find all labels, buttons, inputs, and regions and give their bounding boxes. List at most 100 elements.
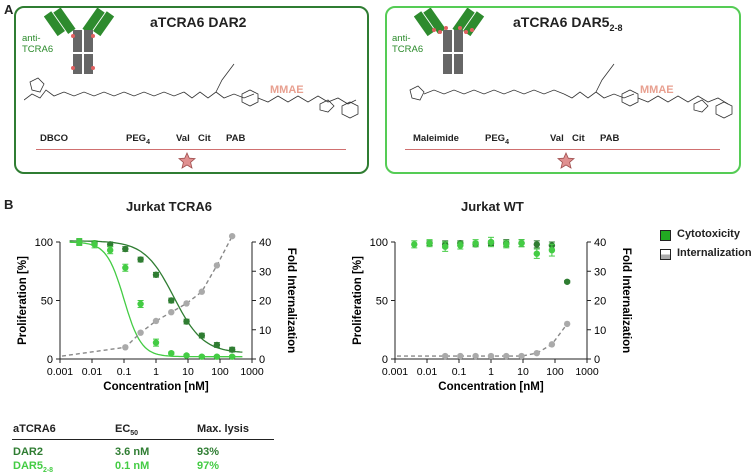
x-tick-label: 0.1 (452, 366, 467, 378)
internalization-point (503, 352, 510, 360)
construct-card-dar2 (14, 6, 369, 174)
antibody-icon (414, 8, 485, 74)
cleavage-line (405, 149, 720, 150)
internalization-point (487, 352, 495, 360)
internalization-point (137, 329, 144, 336)
internalization-point (198, 288, 206, 295)
construct-card-dar5 (385, 6, 741, 174)
fit-curve (69, 240, 243, 353)
data-point (548, 246, 556, 254)
y2-tick-label: 10 (259, 325, 271, 337)
linker-label-pab: PAB (226, 133, 246, 144)
internalization-trend-line (397, 323, 568, 357)
table-row-lysis: 93% (197, 446, 220, 458)
y2-tick-label: 30 (259, 266, 271, 278)
data-point (487, 238, 495, 246)
table-divider (12, 439, 274, 440)
internalization-point (518, 352, 525, 360)
internalization-point (122, 344, 129, 351)
linker-label-dbco: DBCO (40, 133, 68, 144)
y2-tick-label: 30 (594, 266, 606, 278)
internalization-point (472, 352, 479, 360)
data-point (563, 278, 571, 285)
internalization-point (457, 352, 464, 360)
linker-label-cit: Cit (198, 133, 211, 144)
chart-title: Jurkat TCRA6 (126, 199, 212, 214)
data-point (213, 341, 221, 349)
internalization-point (168, 309, 175, 316)
data-point (76, 238, 83, 246)
data-point (457, 242, 464, 249)
legend-swatch-cytotoxicity (660, 230, 671, 241)
internalization-point (441, 352, 449, 360)
x-tick-label: 10 (517, 366, 529, 378)
x-axis-label: Concentration [nM] (438, 381, 544, 393)
data-point (122, 264, 129, 271)
x-axis-label: Concentration [nM] (103, 381, 209, 393)
data-point (91, 241, 98, 248)
linker-label-peg: PEG4 (485, 133, 509, 146)
internalization-point (533, 349, 541, 357)
payload-label: MMAE (640, 84, 674, 96)
internalization-point (228, 232, 236, 240)
y-tick-label: 100 (35, 237, 53, 249)
x-tick-label: 100 (211, 366, 229, 378)
data-point (168, 297, 175, 304)
table-row-ec50: 0.1 nM (115, 460, 150, 472)
construct-title: aTCRA6 DAR52-8 (513, 14, 623, 33)
construct-title: aTCRA6 DAR2 (150, 14, 247, 30)
data-point (411, 241, 418, 248)
x-tick-label: 10 (182, 366, 194, 378)
y-tick-label: 100 (370, 237, 388, 249)
y2-axis-label: Fold Internalization (285, 248, 297, 353)
star-icon (557, 152, 575, 169)
data-point (228, 346, 236, 353)
data-point (137, 256, 144, 263)
x-tick-label: 1000 (575, 366, 599, 378)
y-tick-label: 50 (41, 296, 53, 308)
panel-b-label: B (4, 197, 14, 212)
data-point (183, 318, 190, 325)
data-point (152, 271, 160, 278)
data-point (198, 332, 206, 339)
internalization-point (548, 341, 556, 348)
x-tick-label: 0.01 (417, 366, 438, 378)
legend-label-cytotoxicity: Cytotoxicity (677, 228, 740, 240)
linker-label-cit: Cit (572, 133, 585, 144)
data-point (533, 241, 541, 248)
data-point (472, 239, 479, 247)
cleavage-line (36, 149, 346, 150)
legend-label-internalization: Internalization (677, 247, 752, 259)
linker-structure (409, 63, 733, 119)
data-point (228, 353, 236, 360)
linker-label-peg: PEG4 (126, 133, 150, 146)
antibody-icon (44, 8, 115, 74)
x-tick-label: 1 (153, 366, 159, 378)
x-tick-label: 1 (488, 366, 494, 378)
data-point (137, 300, 144, 308)
x-tick-label: 100 (546, 366, 564, 378)
y2-tick-label: 0 (594, 354, 600, 366)
data-point (518, 239, 525, 247)
data-point (106, 246, 114, 254)
table-header-ec50: EC50 (115, 423, 139, 438)
data-point (503, 241, 510, 248)
x-tick-label: 1000 (240, 366, 264, 378)
data-point (183, 352, 190, 359)
internalization-trend-line (61, 235, 233, 357)
y2-tick-label: 10 (594, 325, 606, 337)
x-tick-label: 0.01 (82, 366, 103, 378)
y-tick-label: 0 (47, 354, 53, 366)
table-header-construct: aTCRA6 (13, 423, 56, 435)
antibody-label: anti- TCRA6 (22, 33, 54, 55)
data-point (198, 353, 206, 360)
y-tick-label: 0 (382, 354, 388, 366)
data-point (168, 349, 175, 357)
linker-label-maleimide: Maleimide (413, 133, 459, 144)
table-row-ec50: 3.6 nM (115, 446, 150, 458)
table-row-name: DAR2 (13, 446, 43, 458)
table-row-lysis: 97% (197, 460, 220, 472)
y-tick-label: 50 (376, 296, 388, 308)
table-header-max-lysis: Max. lysis (197, 423, 249, 435)
